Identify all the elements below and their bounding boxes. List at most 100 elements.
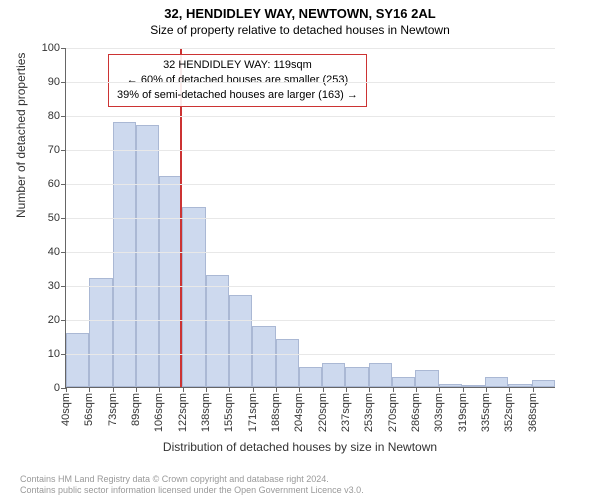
histogram-bar [299,367,322,387]
xtick-label: 56sqm [83,393,95,426]
xtick-mark [66,387,67,392]
grid-line [66,150,555,151]
xtick-mark [229,387,230,392]
xtick-label: 171sqm [247,393,259,432]
ytick-label: 10 [48,348,60,360]
ytick-mark [61,184,66,185]
xtick-mark [346,387,347,392]
ytick-label: 90 [48,76,60,88]
histogram-bar [66,333,89,387]
xtick-mark [276,387,277,392]
ytick-mark [61,286,66,287]
histogram-bar [113,122,136,387]
grid-line [66,286,555,287]
xtick-mark [206,387,207,392]
histogram-bar [369,363,392,387]
xtick-label: 40sqm [60,393,72,426]
xtick-mark [89,387,90,392]
attribution-line2: Contains public sector information licen… [20,485,364,496]
xtick-label: 352sqm [503,393,515,432]
xtick-mark [183,387,184,392]
annotation-box: 32 HENDIDLEY WAY: 119sqm ← 60% of detach… [108,54,367,107]
histogram-bar [345,367,368,387]
xtick-label: 319sqm [457,393,469,432]
xtick-label: 73sqm [107,393,119,426]
ytick-mark [61,218,66,219]
xtick-mark [159,387,160,392]
xtick-label: 368sqm [527,393,539,432]
attribution-line1: Contains HM Land Registry data © Crown c… [20,474,364,485]
ytick-label: 70 [48,144,60,156]
ytick-mark [61,82,66,83]
grid-line [66,48,555,49]
xtick-label: 303sqm [433,393,445,432]
histogram-bar [532,380,555,387]
x-axis-label: Distribution of detached houses by size … [0,440,600,454]
histogram-bar [508,384,531,387]
xtick-mark [299,387,300,392]
chart-title-main: 32, HENDIDLEY WAY, NEWTOWN, SY16 2AL [0,0,600,21]
grid-line [66,184,555,185]
annotation-line1: 32 HENDIDLEY WAY: 119sqm [117,58,358,73]
xtick-mark [463,387,464,392]
chart-title-sub: Size of property relative to detached ho… [0,21,600,37]
xtick-mark [416,387,417,392]
xtick-label: 89sqm [130,393,142,426]
xtick-label: 188sqm [270,393,282,432]
grid-line [66,218,555,219]
grid-line [66,252,555,253]
grid-line [66,116,555,117]
xtick-mark [393,387,394,392]
ytick-label: 50 [48,212,60,224]
xtick-label: 122sqm [177,393,189,432]
ytick-label: 20 [48,314,60,326]
xtick-mark [533,387,534,392]
xtick-label: 237sqm [340,393,352,432]
xtick-mark [136,387,137,392]
xtick-label: 204sqm [293,393,305,432]
ytick-mark [61,354,66,355]
ytick-mark [61,150,66,151]
ytick-mark [61,252,66,253]
attribution-text: Contains HM Land Registry data © Crown c… [20,474,364,496]
ytick-label: 80 [48,110,60,122]
ytick-mark [61,48,66,49]
annotation-line3: 39% of semi-detached houses are larger (… [117,88,358,103]
ytick-label: 60 [48,178,60,190]
xtick-mark [439,387,440,392]
histogram-bar [462,385,485,387]
histogram-bar [415,370,438,387]
xtick-label: 253sqm [363,393,375,432]
ytick-label: 100 [42,42,60,54]
histogram-bar [229,295,252,387]
histogram-bar [136,125,159,387]
xtick-label: 138sqm [200,393,212,432]
histogram-bar [276,339,299,387]
xtick-label: 155sqm [223,393,235,432]
histogram-bar [182,207,205,387]
xtick-mark [369,387,370,392]
xtick-mark [253,387,254,392]
histogram-bar [322,363,345,387]
xtick-label: 106sqm [153,393,165,432]
xtick-label: 270sqm [387,393,399,432]
y-axis-label: Number of detached properties [14,53,28,218]
grid-line [66,354,555,355]
ytick-mark [61,116,66,117]
ytick-label: 40 [48,246,60,258]
grid-line [66,82,555,83]
annotation-line2: ← 60% of detached houses are smaller (25… [117,73,358,88]
grid-line [66,320,555,321]
xtick-label: 335sqm [480,393,492,432]
xtick-mark [486,387,487,392]
xtick-label: 220sqm [317,393,329,432]
histogram-bar [485,377,508,387]
histogram-bar [252,326,275,387]
chart-plot-area: 32 HENDIDLEY WAY: 119sqm ← 60% of detach… [65,48,555,388]
histogram-bar [392,377,415,387]
histogram-bar [89,278,112,387]
xtick-mark [509,387,510,392]
xtick-mark [323,387,324,392]
ytick-mark [61,320,66,321]
histogram-bar [439,384,462,387]
